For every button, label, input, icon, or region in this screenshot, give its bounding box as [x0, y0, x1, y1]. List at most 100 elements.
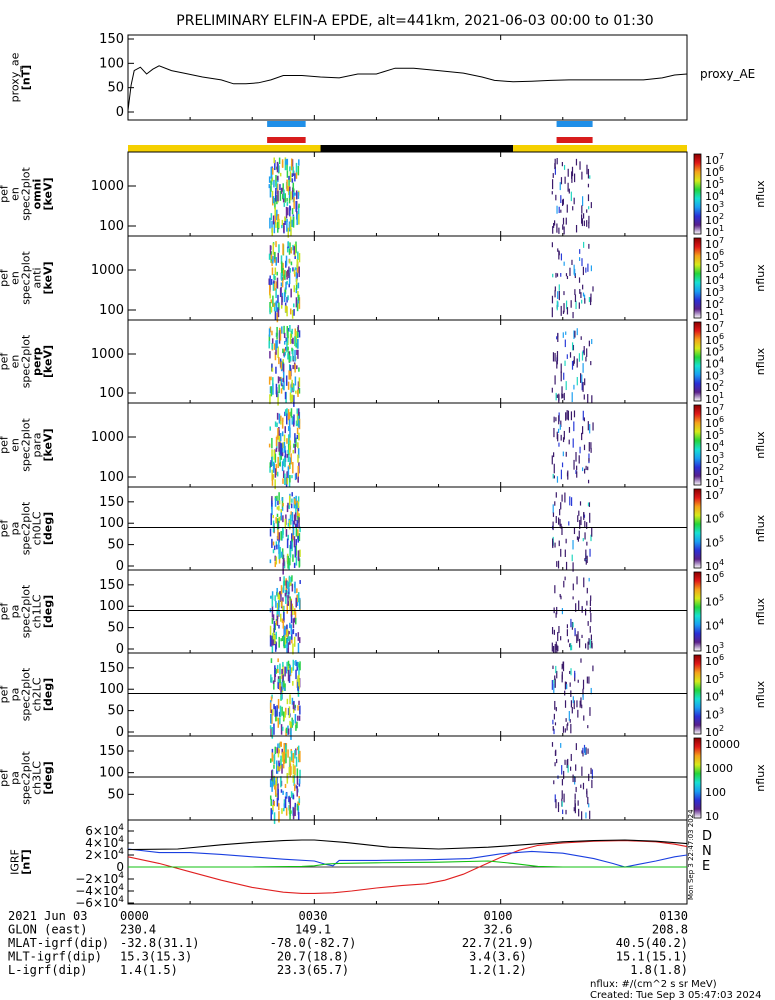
spectrogram-pixel [276, 333, 278, 340]
y-axis-label: elapefenspec2plotpara[keV] [0, 418, 55, 472]
spectrogram-pixel [282, 417, 284, 422]
colorbar-tick-label: 103 [705, 284, 724, 299]
spectrogram-pixel [554, 762, 556, 767]
spectrogram-pixel [555, 492, 557, 498]
spectrogram-pixel [580, 658, 582, 663]
spectrogram-pixel [290, 511, 292, 516]
colorbar-tick-label: 105 [705, 260, 724, 275]
colorbar-tick-label: 106 [705, 164, 724, 179]
series-line-E [128, 860, 687, 868]
spectrogram-pixel [572, 540, 574, 550]
spectrogram-pixel [554, 700, 556, 710]
spectrogram-pixel [571, 360, 574, 370]
spectrogram-pixel [270, 278, 273, 285]
spectrogram-pixel [296, 661, 298, 671]
spectrogram-pixel [291, 339, 293, 344]
spectrogram-pixel [290, 540, 292, 549]
spectrogram-pixel [281, 296, 283, 306]
spectrogram-pixel [269, 386, 272, 394]
ephemeris-row-label: MLAT-igrf(dip) [8, 936, 109, 950]
spectrogram-pixel [282, 371, 285, 383]
spectrogram-pixel [294, 705, 296, 711]
spectrogram-pixel [583, 577, 585, 588]
spectrogram-pixel [574, 273, 576, 279]
colorbar [693, 488, 702, 569]
spectrogram-pixel [588, 803, 590, 808]
spectrogram-pixel [552, 473, 554, 479]
spectrogram-pixel [286, 538, 289, 549]
spectrogram-pixel [552, 352, 555, 362]
spectrogram-pixel [297, 661, 299, 668]
spectrogram-pixel [553, 463, 555, 474]
spectrogram-pixel [297, 715, 299, 721]
spectrogram-pixel [283, 808, 285, 812]
spectrogram-pixel [278, 302, 280, 311]
spectrogram-pixel [298, 294, 300, 301]
ephemeris-value: 0000 [120, 909, 149, 923]
spectrogram-pixel [294, 349, 296, 362]
spectrogram-pixel [289, 368, 292, 380]
spectrogram-pixel [288, 495, 291, 506]
spectrogram-pixel [282, 581, 285, 591]
y-axis-label: proxy_ae[nT] [9, 52, 33, 102]
spectrogram-pixel [580, 292, 582, 299]
panel-frame [127, 569, 688, 654]
spectrogram-pixel [284, 707, 287, 715]
spectrogram-pixel [584, 532, 586, 540]
spectrogram-pixel [562, 726, 565, 733]
spectrogram-pixel [286, 325, 289, 336]
y-tick-label: 100 [99, 386, 124, 401]
spectrogram-pixel [288, 452, 290, 459]
spectrogram-pixel [583, 511, 585, 520]
spectrogram-pixel [581, 634, 583, 639]
spectrogram-pixel [284, 783, 287, 788]
spectrogram-pixel [286, 477, 288, 485]
spectrogram-pixel [273, 764, 275, 769]
spectrogram-pixel [578, 530, 580, 539]
spectrogram-pixel [288, 575, 291, 584]
spectrogram-pixel [297, 465, 299, 477]
spectrogram-pixel [270, 254, 273, 260]
spectrogram-pixel [297, 325, 300, 332]
spectrogram-pixel [572, 360, 575, 366]
spectrogram-pixel [274, 669, 276, 674]
spectrogram-pixel [278, 442, 280, 452]
spectrogram-pixel [582, 410, 584, 421]
spectrogram-pixel [297, 801, 299, 806]
colorbar-tick-label: 10 [705, 810, 719, 823]
colorbar-label: nflux [754, 180, 767, 208]
spectrogram-pixel [280, 443, 283, 451]
spectrogram-pixel [562, 217, 565, 225]
spectrogram-pixel [557, 301, 559, 308]
spectrogram-pixel [590, 634, 593, 641]
spectrogram-pixel [577, 709, 579, 718]
spectrogram-pixel [555, 665, 557, 674]
spectrogram-pixel [554, 675, 556, 680]
spectrogram-pixel [278, 435, 281, 445]
spectrogram-pixel [289, 356, 292, 362]
spectrogram-pixel [271, 227, 273, 236]
ephemeris-row-label: L-igrf(dip) [8, 963, 87, 977]
spectrogram-pixel [298, 715, 301, 721]
spectrogram-pixel [278, 558, 281, 564]
spectrogram-pixel [273, 343, 276, 350]
spectrogram-pixel [554, 375, 556, 385]
spectrogram-pixel [283, 348, 286, 353]
spectrogram-pixel [272, 382, 274, 395]
spectrogram-pixel [274, 595, 276, 602]
panel-en_perp: elapefenspec2plotperp[keV]10001001071061… [0, 319, 767, 407]
spectrogram-pixel [272, 168, 274, 175]
spectrogram-pixel [268, 334, 271, 345]
spectrogram-pixel [272, 541, 275, 546]
spectrogram-pixel [290, 614, 293, 624]
spectrogram-pixel [575, 470, 577, 474]
spectrogram-pixel [578, 302, 580, 309]
spectrogram-pixel [271, 810, 274, 815]
spectrogram-pixel [294, 376, 297, 386]
spectrogram-pixel [586, 587, 588, 594]
spectrogram-pixel [271, 726, 274, 739]
spectrogram-pixel [553, 679, 555, 684]
spectrogram-pixel [568, 188, 570, 194]
spectrogram-pixel [562, 437, 565, 443]
panel-igrf: IGRF[nT] 6×1044×1042×1040−2×104−4×104−6×1… [9, 809, 713, 910]
